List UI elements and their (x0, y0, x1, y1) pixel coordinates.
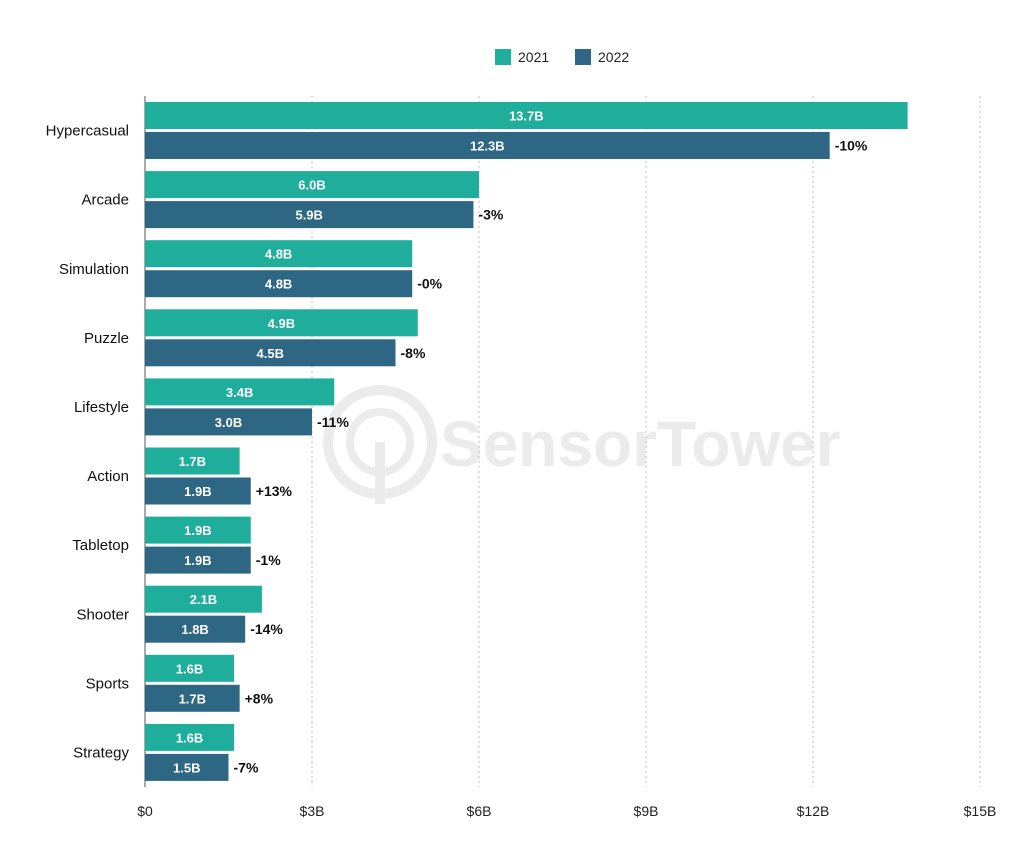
change-label: +8% (245, 690, 274, 706)
bar-2022 (145, 408, 312, 436)
category-label: Shooter (76, 606, 129, 623)
bar-2021 (145, 102, 908, 129)
bar-2022 (145, 339, 396, 367)
category-label: Strategy (73, 744, 129, 761)
change-label: -3% (478, 207, 503, 223)
bar-value-label: 2.1B (190, 592, 217, 607)
x-tick-label: $12B (797, 803, 830, 819)
change-label: -8% (401, 345, 426, 361)
bar-2021 (145, 723, 235, 751)
bar-2022 (145, 132, 830, 159)
category-label: Hypercasual (46, 123, 129, 140)
x-tick-label: $6B (467, 803, 492, 819)
bar-value-label: 1.9B (184, 553, 211, 568)
bar-2021 (145, 240, 413, 268)
legend-label: 2021 (518, 49, 549, 65)
bar-value-label: 6.0B (298, 178, 325, 193)
bar-2022 (145, 615, 246, 643)
bar-2022 (145, 684, 240, 712)
x-tick-label: $0 (137, 803, 153, 819)
bar-2021 (145, 378, 335, 406)
category-label: Tabletop (72, 537, 129, 554)
category-label: Action (87, 468, 129, 485)
legend-swatch (575, 49, 591, 65)
category-labels: Hypercasual Arcade Simulation Puzzle Lifesty… (46, 123, 130, 762)
change-label: -10% (835, 138, 868, 154)
bar-value-label: 1.6B (176, 730, 203, 745)
category-label: Simulation (59, 261, 129, 278)
category-label: Puzzle (84, 330, 129, 347)
bar-value-label: 13.7B (509, 109, 544, 124)
legend-label: 2022 (598, 49, 629, 65)
bar-value-label: 4.9B (268, 316, 295, 331)
x-tick-labels: $0 $3B $6B $9B $12B $15B (137, 803, 996, 819)
bar-2021 (145, 654, 235, 682)
change-label: -7% (234, 759, 259, 775)
x-tick-label: $15B (964, 803, 997, 819)
sensortower-watermark: SensorTower (323, 385, 841, 504)
bar-value-label: 5.9B (295, 208, 322, 223)
bar-2022 (145, 546, 251, 574)
bar-value-label: 1.7B (179, 691, 206, 706)
bar-value-label: 1.6B (176, 661, 203, 676)
bar-2022 (145, 753, 229, 781)
bar-value-label: 1.5B (173, 760, 200, 775)
bar-value-label: 1.8B (181, 622, 208, 637)
bar-value-label: 1.7B (179, 454, 206, 469)
category-label: Lifestyle (74, 399, 129, 416)
change-label: -1% (256, 552, 281, 568)
change-label: -11% (317, 414, 349, 430)
grid-lines (311, 96, 981, 787)
bar-value-label: 1.9B (184, 484, 211, 499)
x-tick-label: $3B (300, 803, 325, 819)
category-label: Arcade (81, 192, 129, 209)
bar-2021 (145, 309, 418, 337)
watermark-text: SensorTower (440, 408, 841, 480)
legend-swatch (495, 49, 511, 65)
bars-group: 13.7B 12.3B -10% 6.0B 5.9B -3% 4.8B 4.8B -0% 4.9B… (145, 102, 908, 781)
bar-value-label: 12.3B (470, 139, 505, 154)
legend: 2021 2022 (495, 49, 629, 65)
category-label: Sports (86, 675, 129, 692)
bar-2022 (145, 201, 474, 229)
bar-2022 (145, 477, 251, 505)
bar-2021 (145, 171, 479, 199)
change-label: +13% (256, 483, 293, 499)
x-tick-label: $9B (634, 803, 659, 819)
bar-value-label: 1.9B (184, 523, 211, 538)
bar-value-label: 4.5B (257, 346, 284, 361)
change-label: -14% (250, 621, 283, 637)
bar-2022 (145, 270, 413, 298)
change-label: -0% (417, 276, 442, 292)
bar-2021 (145, 447, 240, 475)
bar-value-label: 3.4B (226, 385, 253, 400)
bar-value-label: 4.8B (265, 247, 292, 262)
bar-value-label: 3.0B (215, 415, 242, 430)
bar-value-label: 4.8B (265, 277, 292, 292)
bar-2021 (145, 585, 262, 613)
bar-2021 (145, 516, 251, 544)
